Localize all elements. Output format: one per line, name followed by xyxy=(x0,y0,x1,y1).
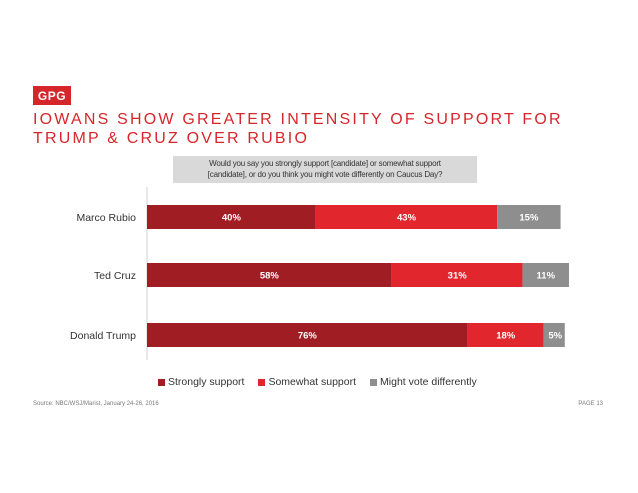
data-label-ted-cruz-strongly: 58% xyxy=(260,271,280,282)
survey-question-line-1: Would you say you strongly support [cand… xyxy=(209,159,441,168)
data-label-ted-cruz-might: 11% xyxy=(537,271,556,282)
legend-item-strongly: Strongly support xyxy=(158,376,244,388)
bar-marco-rubio-might xyxy=(497,205,561,229)
legend-item-somewhat: Somewhat support xyxy=(258,376,356,388)
legend-swatch-might xyxy=(370,378,378,386)
data-label-donald-trump-might: 5% xyxy=(548,331,562,342)
bar-ted-cruz-somewhat xyxy=(391,263,523,287)
survey-question: Would you say you strongly support [cand… xyxy=(173,156,477,183)
category-label-ted-cruz: Ted Cruz xyxy=(94,270,136,282)
legend-swatch-somewhat xyxy=(258,378,266,386)
legend-label-somewhat: Somewhat support xyxy=(268,376,357,388)
category-label-marco-rubio: Marco Rubio xyxy=(76,212,136,224)
data-label-marco-rubio-might: 15% xyxy=(519,213,539,224)
data-label-marco-rubio-strongly: 40% xyxy=(222,213,242,224)
bar-donald-trump-might xyxy=(543,323,565,347)
gpg-logo: GPG xyxy=(33,86,71,105)
bar-marco-rubio-somewhat xyxy=(315,205,498,229)
bar-donald-trump-somewhat xyxy=(467,323,544,347)
legend-item-might: Might vote differently xyxy=(370,376,477,388)
page-number: PAGE 13 xyxy=(578,401,603,407)
bar-marco-rubio-strongly xyxy=(147,205,316,229)
legend-swatch-strongly xyxy=(158,378,165,386)
survey-question-line-2: [candidate], or do you think you might v… xyxy=(207,169,443,179)
legend-label-strongly: Strongly support xyxy=(168,376,245,388)
data-label-ted-cruz-somewhat: 31% xyxy=(448,271,468,282)
category-label-donald-trump: Donald Trump xyxy=(70,330,136,342)
bar-ted-cruz-might xyxy=(522,263,569,287)
data-label-donald-trump-strongly: 76% xyxy=(298,331,318,342)
data-label-donald-trump-somewhat: 18% xyxy=(496,331,516,342)
bar-donald-trump-strongly xyxy=(147,323,468,347)
source-note: Source: NBC/WSJ/Marist, January 24-26, 2… xyxy=(33,401,159,407)
data-label-marco-rubio-somewhat: 43% xyxy=(397,213,417,224)
slide-title: IOWANS SHOW GREATER INTENSITY OF SUPPORT… xyxy=(33,111,563,147)
chart-legend: Strongly support Somewhat support Might … xyxy=(158,376,477,388)
slide-footer: Source: NBC/WSJ/Marist, January 24-26, 2… xyxy=(33,401,603,407)
bar-ted-cruz-strongly xyxy=(147,263,392,287)
legend-label-might: Might vote differently xyxy=(380,376,477,388)
